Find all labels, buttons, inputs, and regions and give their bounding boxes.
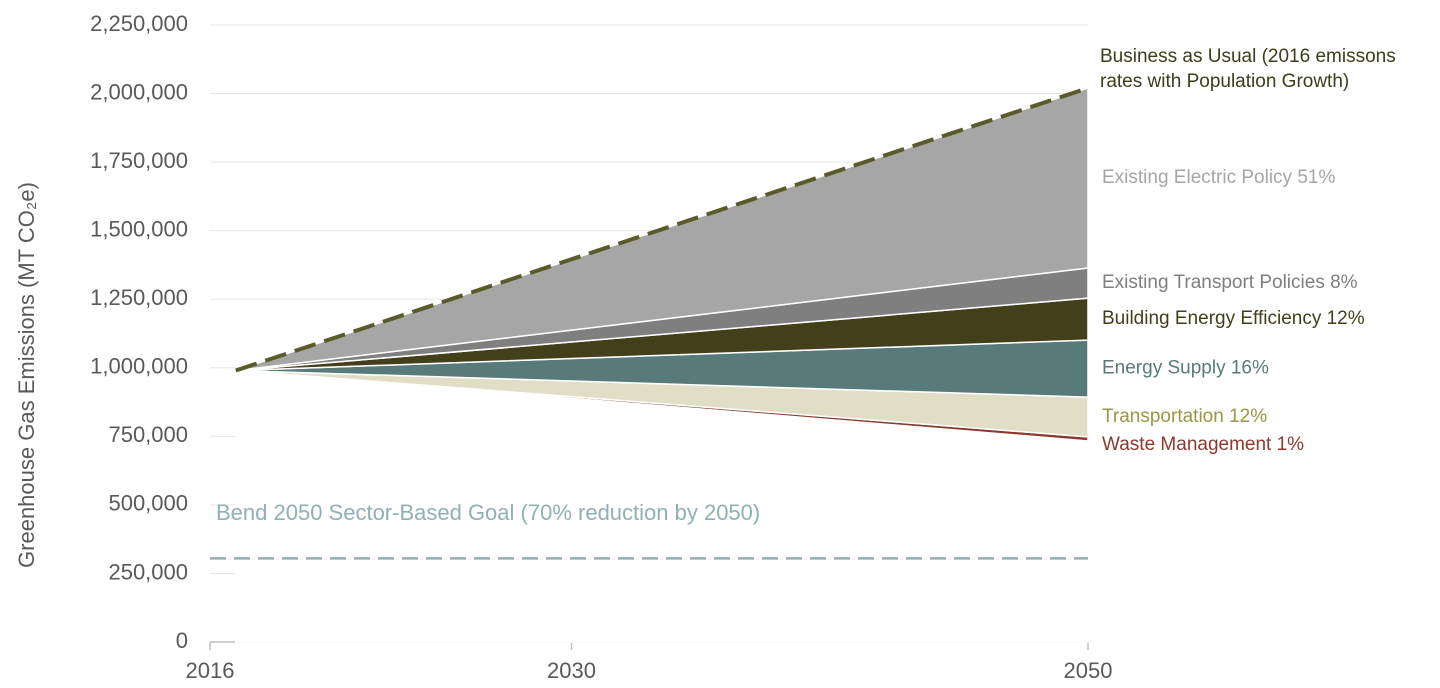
x-tick-label: 2030 <box>547 658 596 683</box>
goal-label: Bend 2050 Sector-Based Goal (70% reducti… <box>216 500 760 525</box>
series-label: Building Energy Efficiency 12% <box>1102 308 1365 329</box>
y-tick-label: 1,250,000 <box>90 285 188 310</box>
y-tick-label: 2,000,000 <box>90 79 188 104</box>
y-tick-label: 500,000 <box>108 491 188 516</box>
x-tick-label: 2016 <box>186 658 235 683</box>
y-axis-title: Greenhouse Gas Emissions (MT CO₂e) <box>14 182 39 568</box>
series-label: Existing Transport Policies 8% <box>1102 272 1358 293</box>
x-tick-label: 2050 <box>1064 658 1113 683</box>
y-tick-label: 1,500,000 <box>90 216 188 241</box>
series-label: Existing Electric Policy 51% <box>1102 167 1335 188</box>
y-tick-label: 1,000,000 <box>90 354 188 379</box>
y-tick-label: 2,250,000 <box>90 11 188 36</box>
y-tick-label: 750,000 <box>108 422 188 447</box>
series-label: Energy Supply 16% <box>1102 358 1269 379</box>
series-label: Transportation 12% <box>1102 406 1267 427</box>
bau-line <box>235 86 1089 373</box>
y-tick-label: 0 <box>176 628 188 653</box>
bau-label: Business as Usual (2016 emissons rates w… <box>1100 46 1396 92</box>
y-tick-label: 1,750,000 <box>90 148 188 173</box>
y-tick-label: 250,000 <box>108 559 188 584</box>
series-label: Waste Management 1% <box>1102 434 1304 455</box>
